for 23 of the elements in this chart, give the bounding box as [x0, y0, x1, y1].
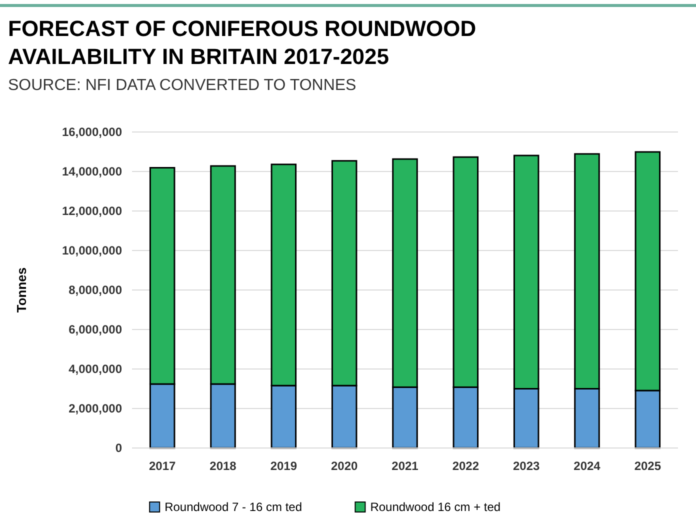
y-tick-label: 2,000,000: [68, 402, 122, 416]
x-tick-label: 2021: [392, 459, 419, 473]
x-tick-label: 2019: [270, 459, 298, 473]
x-tick-label: 2017: [148, 459, 176, 473]
chart-title: FORECAST OF CONIFEROUS ROUNDWOOD AVAILABILITY IN BRITAIN 2017-2025: [8, 16, 476, 69]
x-tick-label: 2024: [574, 459, 601, 473]
y-tick-label: 4,000,000: [68, 362, 122, 376]
y-tick-label: 6,000,000: [68, 322, 122, 337]
y-tick-label: 0: [115, 441, 122, 456]
y-tick-label: 12,000,000: [62, 204, 122, 218]
chart-subtitle: SOURCE: NFI DATA CONVERTED TO TONNES: [8, 77, 356, 94]
x-tick-label: 2023: [512, 459, 540, 473]
x-tick-label: 2025: [634, 459, 662, 473]
legend-label: Roundwood 16 cm + ted: [370, 500, 501, 514]
y-tick-label: 14,000,000: [62, 164, 122, 179]
y-tick-label: 8,000,000: [68, 283, 122, 298]
y-tick-label: 10,000,000: [62, 244, 122, 258]
x-tick-label: 2022: [452, 459, 480, 473]
y-axis-title: Tonnes: [14, 267, 29, 313]
x-tick-label: 2018: [210, 459, 237, 473]
y-tick-label: 16,000,000: [62, 125, 122, 140]
x-tick-label: 2020: [330, 459, 358, 473]
legend-label: Roundwood 7 - 16 cm ted: [164, 500, 302, 514]
